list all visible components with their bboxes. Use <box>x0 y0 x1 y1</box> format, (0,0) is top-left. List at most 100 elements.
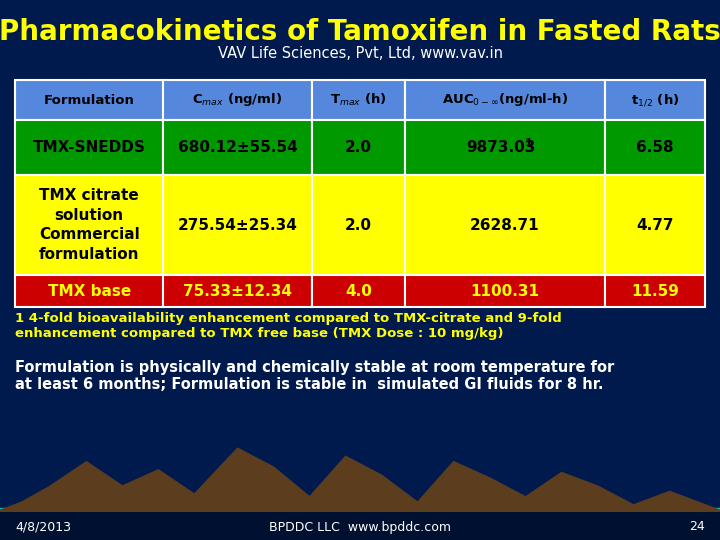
Text: 2628.71: 2628.71 <box>470 218 540 233</box>
Bar <box>605 120 705 175</box>
Bar <box>0 533 720 539</box>
Bar <box>0 531 720 538</box>
Text: 1 4-fold bioavailability enhancement compared to TMX-citrate and 9-fold
enhancem: 1 4-fold bioavailability enhancement com… <box>15 312 562 340</box>
Bar <box>0 531 720 537</box>
Bar <box>15 120 163 175</box>
Text: AUC$_{0-\infty}$(ng/ml-h): AUC$_{0-\infty}$(ng/ml-h) <box>442 91 568 109</box>
Bar <box>0 528 720 535</box>
Bar <box>0 530 720 537</box>
Bar <box>312 275 405 307</box>
Bar <box>0 527 720 534</box>
Bar <box>0 530 720 537</box>
Bar <box>0 530 720 537</box>
Bar <box>0 530 720 537</box>
Bar <box>0 529 720 536</box>
Bar <box>0 529 720 536</box>
Bar <box>0 526 720 534</box>
Text: T$_{max}$ (h): T$_{max}$ (h) <box>330 92 387 108</box>
Text: TMX citrate
solution
Commercial
formulation: TMX citrate solution Commercial formulat… <box>39 188 140 262</box>
Bar <box>0 526 720 534</box>
Bar <box>0 528 720 534</box>
Bar <box>0 532 720 538</box>
Bar <box>0 532 720 539</box>
Bar <box>605 80 705 120</box>
Text: 1100.31: 1100.31 <box>470 284 539 299</box>
Bar <box>163 175 312 275</box>
Bar <box>0 527 720 534</box>
Bar <box>0 532 720 539</box>
Bar <box>0 530 720 537</box>
Bar <box>0 528 720 535</box>
Bar <box>0 529 720 536</box>
Bar <box>0 532 720 539</box>
Text: 2.0: 2.0 <box>345 140 372 155</box>
Text: 6.58: 6.58 <box>636 140 674 155</box>
Text: 4.0: 4.0 <box>345 284 372 299</box>
Bar <box>0 529 720 536</box>
Bar <box>0 532 720 539</box>
Bar <box>0 534 720 540</box>
Text: 75.33±12.34: 75.33±12.34 <box>183 284 292 299</box>
Text: 11.59: 11.59 <box>631 284 679 299</box>
Bar <box>405 80 605 120</box>
Bar <box>0 531 720 538</box>
Polygon shape <box>0 508 720 540</box>
Bar <box>605 175 705 275</box>
Bar <box>0 527 720 534</box>
Bar <box>0 529 720 536</box>
Bar <box>15 275 163 307</box>
Bar <box>15 80 163 120</box>
Bar <box>0 530 720 537</box>
Text: 9873.03: 9873.03 <box>467 140 536 155</box>
Bar <box>0 532 720 539</box>
Text: t$_{1/2}$ (h): t$_{1/2}$ (h) <box>631 92 679 108</box>
Bar <box>312 120 405 175</box>
Bar <box>0 512 720 540</box>
Text: 4/8/2013: 4/8/2013 <box>15 521 71 534</box>
Bar <box>0 528 720 535</box>
Bar <box>0 532 720 539</box>
Bar <box>0 530 720 536</box>
Text: C$_{max}$ (ng/ml): C$_{max}$ (ng/ml) <box>192 91 283 109</box>
Bar <box>0 532 720 539</box>
Bar <box>0 528 720 535</box>
Bar <box>0 532 720 539</box>
Bar <box>0 531 720 538</box>
Text: TMX-SNEDDS: TMX-SNEDDS <box>32 140 145 155</box>
Bar <box>0 528 720 534</box>
Text: 1: 1 <box>525 138 533 147</box>
Text: 4.77: 4.77 <box>636 218 674 233</box>
Bar <box>0 527 720 534</box>
Bar <box>0 528 720 535</box>
Bar <box>0 529 720 536</box>
Bar <box>163 275 312 307</box>
Bar <box>0 533 720 540</box>
Bar <box>0 531 720 538</box>
Text: 680.12±55.54: 680.12±55.54 <box>178 140 297 155</box>
Bar <box>0 531 720 538</box>
Bar <box>312 80 405 120</box>
Bar <box>0 530 720 537</box>
Bar <box>0 529 720 536</box>
Bar <box>0 530 720 537</box>
Bar <box>0 529 720 535</box>
Bar <box>0 530 720 536</box>
Bar <box>0 532 720 538</box>
Bar <box>0 530 720 537</box>
Bar <box>0 532 720 539</box>
Text: BPDDC LLC  www.bpddc.com: BPDDC LLC www.bpddc.com <box>269 521 451 534</box>
Polygon shape <box>0 448 720 540</box>
Bar <box>0 528 720 535</box>
Bar <box>0 529 720 535</box>
Bar <box>312 175 405 275</box>
Bar <box>0 529 720 536</box>
Bar <box>0 532 720 539</box>
Bar <box>605 275 705 307</box>
Bar <box>405 275 605 307</box>
Bar <box>0 531 720 538</box>
Bar <box>0 527 720 534</box>
Bar <box>0 533 720 540</box>
Text: Formulation: Formulation <box>44 93 135 106</box>
Bar <box>405 175 605 275</box>
Text: 275.54±25.34: 275.54±25.34 <box>178 218 297 233</box>
